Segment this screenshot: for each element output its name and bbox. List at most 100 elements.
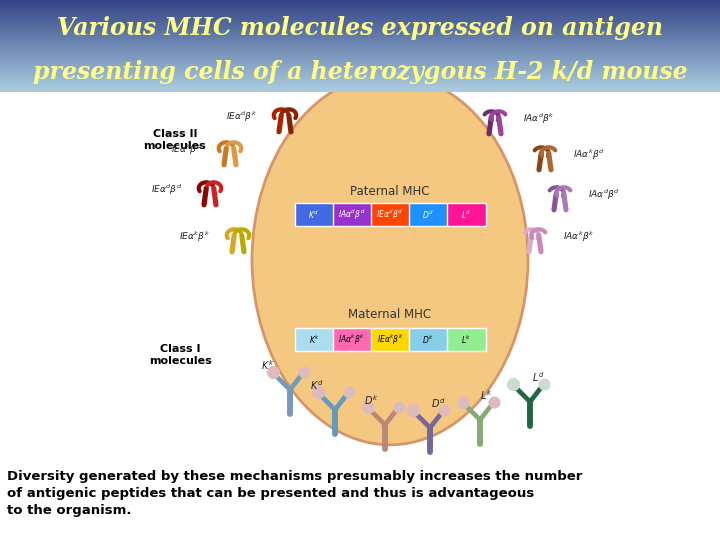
- FancyBboxPatch shape: [446, 203, 485, 226]
- FancyBboxPatch shape: [371, 328, 410, 352]
- Text: Diversity generated by these mechanisms presumably increases the number
of antig: Diversity generated by these mechanisms …: [7, 470, 582, 517]
- Bar: [0, 58, 720, 60]
- Bar: [0, 84, 720, 85]
- Bar: [0, 39, 720, 40]
- Text: $K^d$: $K^d$: [310, 378, 324, 392]
- FancyBboxPatch shape: [371, 203, 410, 226]
- Text: $D^d$: $D^d$: [422, 208, 434, 221]
- Bar: [0, 4, 720, 6]
- Text: $K^k$: $K^k$: [308, 334, 320, 346]
- Bar: [0, 30, 720, 31]
- Bar: [0, 64, 720, 65]
- Bar: [0, 9, 720, 10]
- Bar: [0, 1, 720, 2]
- Bar: [0, 24, 720, 25]
- Bar: [0, 2, 720, 3]
- Bar: [0, 3, 720, 5]
- Bar: [0, 19, 720, 21]
- Bar: [0, 73, 720, 75]
- Text: $IA\alpha^d\beta^d$: $IA\alpha^d\beta^d$: [338, 207, 366, 222]
- FancyBboxPatch shape: [408, 328, 448, 352]
- Bar: [0, 75, 720, 76]
- Ellipse shape: [252, 75, 528, 445]
- Bar: [0, 51, 720, 52]
- Text: Paternal MHC: Paternal MHC: [350, 185, 430, 198]
- Text: $IA\alpha^k\beta^k$: $IA\alpha^k\beta^k$: [563, 230, 595, 244]
- Bar: [0, 53, 720, 54]
- Bar: [0, 22, 720, 23]
- FancyBboxPatch shape: [408, 203, 448, 226]
- Text: $IE\alpha^k\beta^k$: $IE\alpha^k\beta^k$: [179, 230, 210, 244]
- Bar: [0, 69, 720, 70]
- Bar: [0, 42, 720, 43]
- Bar: [0, 48, 720, 49]
- Bar: [0, 62, 720, 63]
- Bar: [0, 38, 720, 39]
- Bar: [0, 82, 720, 83]
- Bar: [0, 25, 720, 26]
- Text: Class II
molecules: Class II molecules: [143, 129, 207, 151]
- Bar: [0, 36, 720, 37]
- Bar: [0, 47, 720, 48]
- Bar: [0, 65, 720, 66]
- Bar: [0, 37, 720, 38]
- Text: $L^k$: $L^k$: [461, 334, 471, 346]
- Bar: [0, 45, 720, 46]
- Bar: [0, 28, 720, 29]
- Bar: [0, 61, 720, 62]
- Text: $D^d$: $D^d$: [431, 396, 445, 410]
- Text: presenting cells of a heterozygous H-2 k/d mouse: presenting cells of a heterozygous H-2 k…: [32, 59, 688, 84]
- Bar: [0, 57, 720, 58]
- Bar: [0, 79, 720, 80]
- Text: $IA\alpha^d\beta^d$: $IA\alpha^d\beta^d$: [588, 187, 620, 202]
- Bar: [0, 12, 720, 14]
- Bar: [0, 33, 720, 35]
- Text: $IA\alpha^d\beta^k$: $IA\alpha^d\beta^k$: [523, 112, 554, 126]
- Bar: [0, 49, 720, 51]
- Bar: [0, 17, 720, 18]
- Bar: [0, 32, 720, 33]
- Bar: [0, 52, 720, 53]
- FancyBboxPatch shape: [446, 328, 485, 352]
- Bar: [0, 72, 720, 73]
- Bar: [0, 21, 720, 22]
- Bar: [0, 70, 720, 71]
- Bar: [0, 60, 720, 61]
- Text: Maternal MHC: Maternal MHC: [348, 308, 431, 321]
- Bar: [0, 86, 720, 87]
- Bar: [0, 29, 720, 30]
- Bar: [0, 46, 720, 47]
- Bar: [0, 66, 720, 68]
- Bar: [0, 85, 720, 86]
- Bar: [0, 8, 720, 9]
- Bar: [0, 10, 720, 11]
- Bar: [0, 44, 720, 45]
- Bar: [0, 55, 720, 56]
- Text: $IA\alpha^k\beta^k$: $IA\alpha^k\beta^k$: [338, 333, 366, 347]
- Text: $K^d$: $K^d$: [308, 208, 320, 221]
- Text: $L^d$: $L^d$: [461, 208, 471, 221]
- Bar: [0, 14, 720, 15]
- Bar: [0, 40, 720, 42]
- Bar: [0, 63, 720, 64]
- Bar: [0, 80, 720, 82]
- Bar: [0, 89, 720, 90]
- Bar: [0, 71, 720, 72]
- Text: $IA\alpha^k\beta^d$: $IA\alpha^k\beta^d$: [573, 147, 605, 162]
- Text: $D^k$: $D^k$: [422, 334, 434, 346]
- Bar: [0, 23, 720, 24]
- Bar: [0, 6, 720, 7]
- Text: $D^k$: $D^k$: [364, 393, 378, 407]
- Bar: [0, 76, 720, 77]
- Bar: [0, 11, 720, 12]
- Bar: [0, 91, 720, 92]
- Text: Class I
molecules: Class I molecules: [148, 344, 212, 366]
- Bar: [0, 77, 720, 78]
- FancyBboxPatch shape: [294, 328, 333, 352]
- Bar: [0, 18, 720, 19]
- FancyBboxPatch shape: [294, 203, 333, 226]
- Text: $IE\alpha^d\beta^d$: $IE\alpha^d\beta^d$: [150, 183, 182, 197]
- Text: $IE\alpha^d\beta^d$: $IE\alpha^d\beta^d$: [377, 207, 404, 222]
- Bar: [0, 90, 720, 91]
- Bar: [0, 78, 720, 79]
